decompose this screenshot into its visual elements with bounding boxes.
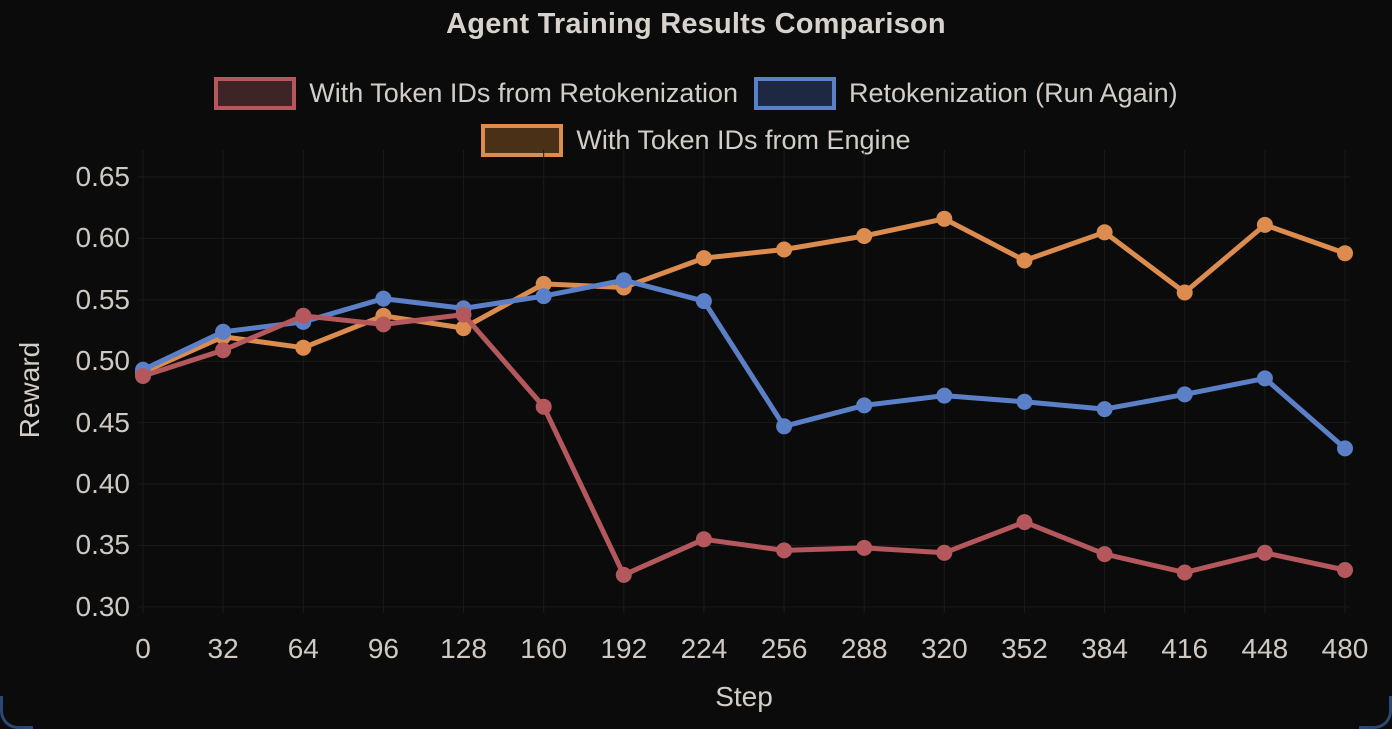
marker-with-token-ids-from-retokenization-step-320 [936, 544, 953, 561]
marker-with-token-ids-from-retokenization-step-480 [1337, 562, 1353, 578]
legend-swatch-retokenization-run-again [753, 77, 836, 110]
marker-with-token-ids-from-retokenization-step-256 [776, 542, 793, 559]
legend-row: With Token IDs from Engine [0, 124, 1392, 157]
xtick-label-224: 224 [680, 633, 728, 664]
marker-with-token-ids-from-retokenization-step-288 [856, 539, 873, 556]
marker-with-token-ids-from-retokenization-step-160 [535, 398, 552, 415]
legend-swatch-with-token-ids-from-retokenization [214, 77, 297, 110]
series-line-with-token-ids-from-engine [140, 216, 1348, 375]
marker-with-token-ids-from-retokenization-step-448 [1256, 544, 1273, 561]
marker-retokenization-run-again-step-320 [936, 387, 953, 404]
xtick-label-128: 128 [440, 633, 487, 664]
xtick-label-192: 192 [600, 633, 648, 664]
xtick-label-64: 64 [287, 633, 319, 664]
xtick-label-320: 320 [920, 633, 968, 664]
xtick-label-480: 480 [1321, 633, 1369, 664]
marker-retokenization-run-again-step-384 [1096, 401, 1113, 418]
legend: With Token IDs from Retokenization Retoke… [0, 77, 1392, 171]
marker-with-token-ids-from-engine-step-352 [1016, 252, 1033, 269]
marker-with-token-ids-from-retokenization-step-128 [455, 306, 472, 323]
ytick-label-0.35: 0.35 [75, 529, 131, 561]
legend-label-with-token-ids-from-retokenization: With Token IDs from Retokenization [309, 78, 738, 108]
legend-item-with-token-ids-from-engine: With Token IDs from Engine [481, 124, 911, 157]
marker-with-token-ids-from-engine-step-224 [695, 250, 712, 267]
marker-with-token-ids-from-retokenization-step-384 [1096, 546, 1113, 563]
marker-with-token-ids-from-engine-step-288 [856, 228, 873, 244]
marker-retokenization-run-again-step-160 [535, 288, 552, 305]
chart-title: Agent Training Results Comparison [446, 8, 946, 40]
ytick-label-0.55: 0.55 [75, 283, 131, 315]
marker-retokenization-run-again-step-352 [1016, 393, 1033, 410]
legend-label-retokenization-run-again: Retokenization (Run Again) [848, 78, 1178, 108]
xtick-label-352: 352 [1001, 633, 1048, 664]
legend-swatch-with-token-ids-from-engine [481, 124, 564, 157]
marker-with-token-ids-from-engine-step-480 [1337, 245, 1353, 262]
marker-retokenization-run-again-step-192 [615, 272, 632, 289]
marker-with-token-ids-from-engine-step-128 [455, 320, 472, 337]
marker-retokenization-run-again-step-96 [375, 290, 392, 307]
marker-with-token-ids-from-engine-step-416 [1176, 284, 1193, 301]
legend-label-with-token-ids-from-engine: With Token IDs from Engine [576, 125, 911, 155]
xtick-label-416: 416 [1161, 633, 1209, 664]
series-line-retokenization-run-again [140, 277, 1348, 451]
marker-with-token-ids-from-retokenization-step-224 [695, 531, 712, 548]
marker-with-token-ids-from-engine-step-160 [535, 275, 552, 292]
marker-with-token-ids-from-retokenization-step-64 [295, 307, 312, 324]
marker-with-token-ids-from-retokenization-step-352 [1016, 514, 1033, 531]
xtick-label-384: 384 [1081, 633, 1128, 664]
marker-with-token-ids-from-engine-step-64 [295, 339, 312, 356]
marker-with-token-ids-from-retokenization-step-192 [615, 566, 632, 583]
xtick-label-288: 288 [840, 633, 888, 664]
marker-with-token-ids-from-engine-step-448 [1256, 216, 1273, 233]
marker-retokenization-run-again-step-224 [695, 293, 712, 310]
xtick-label-160: 160 [520, 633, 568, 664]
marker-retokenization-run-again-step-448 [1256, 370, 1273, 387]
marker-retokenization-run-again-step-416 [1176, 386, 1193, 403]
xtick-label-96: 96 [367, 633, 399, 664]
xtick-label-0: 0 [135, 633, 151, 664]
marker-retokenization-run-again-step-288 [856, 397, 873, 414]
marker-with-token-ids-from-engine-step-384 [1096, 224, 1113, 241]
marker-with-token-ids-from-retokenization-step-96 [375, 316, 392, 333]
marker-retokenization-run-again-step-32 [215, 323, 232, 340]
x-axis-label: Step [715, 681, 773, 712]
legend-row: With Token IDs from Retokenization Retoke… [0, 77, 1392, 110]
marker-with-token-ids-from-engine-step-256 [776, 241, 793, 258]
ytick-label-0.60: 0.60 [75, 222, 131, 254]
marker-with-token-ids-from-retokenization-step-0 [135, 368, 151, 384]
ytick-label-0.30: 0.30 [75, 590, 131, 622]
legend-item-retokenization-run-again: Retokenization (Run Again) [753, 77, 1178, 110]
marker-with-token-ids-from-retokenization-step-32 [215, 342, 232, 359]
marker-with-token-ids-from-retokenization-step-416 [1176, 564, 1193, 581]
legend-item-with-token-ids-from-retokenization: With Token IDs from Retokenization [214, 77, 738, 110]
xtick-label-256: 256 [760, 633, 808, 664]
marker-with-token-ids-from-engine-step-320 [936, 210, 953, 227]
ytick-label-0.65: 0.65 [75, 161, 131, 193]
y-axis-label: Reward [14, 341, 45, 439]
marker-retokenization-run-again-step-480 [1337, 440, 1353, 457]
ytick-label-0.45: 0.45 [75, 406, 131, 438]
marker-retokenization-run-again-step-256 [776, 418, 793, 435]
xtick-label-32: 32 [207, 633, 239, 664]
series-line-with-token-ids-from-retokenization [140, 312, 1348, 578]
xtick-label-448: 448 [1241, 633, 1289, 664]
ytick-label-0.50: 0.50 [75, 345, 131, 377]
ytick-label-0.40: 0.40 [75, 468, 131, 500]
